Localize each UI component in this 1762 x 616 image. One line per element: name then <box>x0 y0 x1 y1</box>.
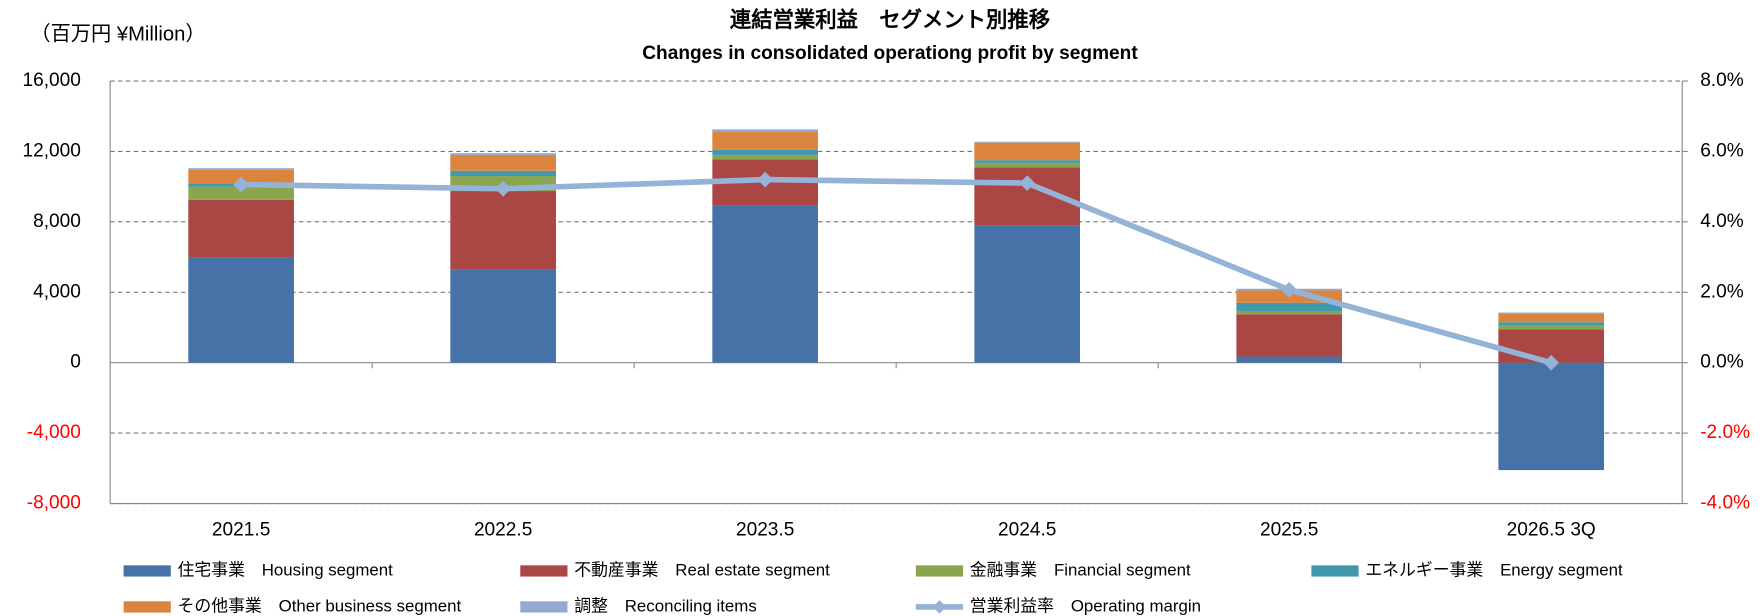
legend-label: その他事業 Other business segment <box>178 596 462 615</box>
x-tick-label: 2024.5 <box>998 520 1056 541</box>
line-marker <box>757 171 774 188</box>
legend-swatch <box>123 601 171 613</box>
bar-segment <box>450 154 556 171</box>
bar-segment <box>974 162 1080 168</box>
line-marker <box>1281 281 1298 298</box>
chart-title: 連結営業利益 セグメント別推移 <box>730 7 1050 32</box>
legend-label: 住宅事業 Housing segment <box>178 560 394 579</box>
y-tick-label: 4,000 <box>33 281 81 302</box>
bar-segment <box>712 132 818 150</box>
x-tick-label: 2021.5 <box>212 520 270 541</box>
unit-label: （百万円 ¥Million） <box>30 22 205 45</box>
bar-segment <box>450 269 556 363</box>
bar-segment <box>712 154 818 160</box>
bar-segment <box>974 141 1080 143</box>
legend-swatch <box>123 565 171 577</box>
bar-segment <box>188 168 294 170</box>
y-tick-label: -4,000 <box>27 422 81 443</box>
bar-segment <box>1236 314 1343 357</box>
bar-segment <box>1498 362 1605 471</box>
y2-tick-label: 2.0% <box>1700 281 1744 302</box>
bar-segment <box>1498 312 1605 314</box>
legend-label: 不動産事業 Real estate segment <box>574 560 830 579</box>
x-tick-label: 2023.5 <box>736 520 794 541</box>
bar-segment <box>450 153 556 155</box>
bar-segment <box>1236 356 1343 363</box>
line-series <box>241 176 1552 366</box>
y-tick-label: -8,000 <box>27 493 81 514</box>
bar-segment <box>1498 325 1605 330</box>
bar-segment <box>1498 313 1605 323</box>
bar-segment <box>188 186 294 200</box>
y2-tick-label: -4.0% <box>1700 493 1750 514</box>
legend-label: 調整 Reconciling items <box>574 596 757 615</box>
legend-swatch <box>520 601 568 613</box>
bar-segment <box>974 160 1080 163</box>
legend-label: 金融事業 Financial segment <box>970 560 1191 579</box>
bar-segment <box>974 225 1080 363</box>
y2-tick-label: 4.0% <box>1700 211 1744 232</box>
y2-tick-label: 6.0% <box>1700 140 1744 161</box>
bar-segment <box>1236 311 1343 315</box>
line-marker <box>1019 175 1036 191</box>
y-tick-label: 8,000 <box>33 211 81 232</box>
bar-segment <box>1236 302 1343 312</box>
y2-tick-label: 0.0% <box>1700 352 1744 373</box>
bar-segment <box>712 205 818 363</box>
legend-swatch <box>915 565 964 577</box>
y2-tick-label: -2.0% <box>1700 422 1750 443</box>
x-tick-label: 2026.5 3Q <box>1507 520 1596 541</box>
chart-subtitle: Changes in consolidated operationg profi… <box>642 43 1138 64</box>
legend-swatch <box>1311 565 1359 577</box>
bar-segment <box>1498 322 1605 326</box>
legend-label: エネルギー事業 Energy segment <box>1365 560 1623 579</box>
x-tick-label: 2022.5 <box>474 520 532 541</box>
y-tick-label: 16,000 <box>23 70 81 91</box>
bar-segment <box>712 129 818 133</box>
legend-marker <box>932 600 947 614</box>
bar-segment <box>974 142 1080 161</box>
legend-label: 営業利益率 Operating margin <box>970 596 1201 615</box>
bar-segment <box>712 149 818 155</box>
x-tick-label: 2025.5 <box>1260 520 1318 541</box>
y2-tick-label: 8.0% <box>1700 70 1744 91</box>
y-tick-label: 12,000 <box>23 140 81 161</box>
bar-segment <box>450 191 556 270</box>
y-tick-label: 0 <box>70 352 81 373</box>
bar-segment <box>188 257 294 363</box>
bar-segment <box>450 170 556 177</box>
bar-segment <box>188 199 294 258</box>
legend-swatch <box>520 565 568 577</box>
